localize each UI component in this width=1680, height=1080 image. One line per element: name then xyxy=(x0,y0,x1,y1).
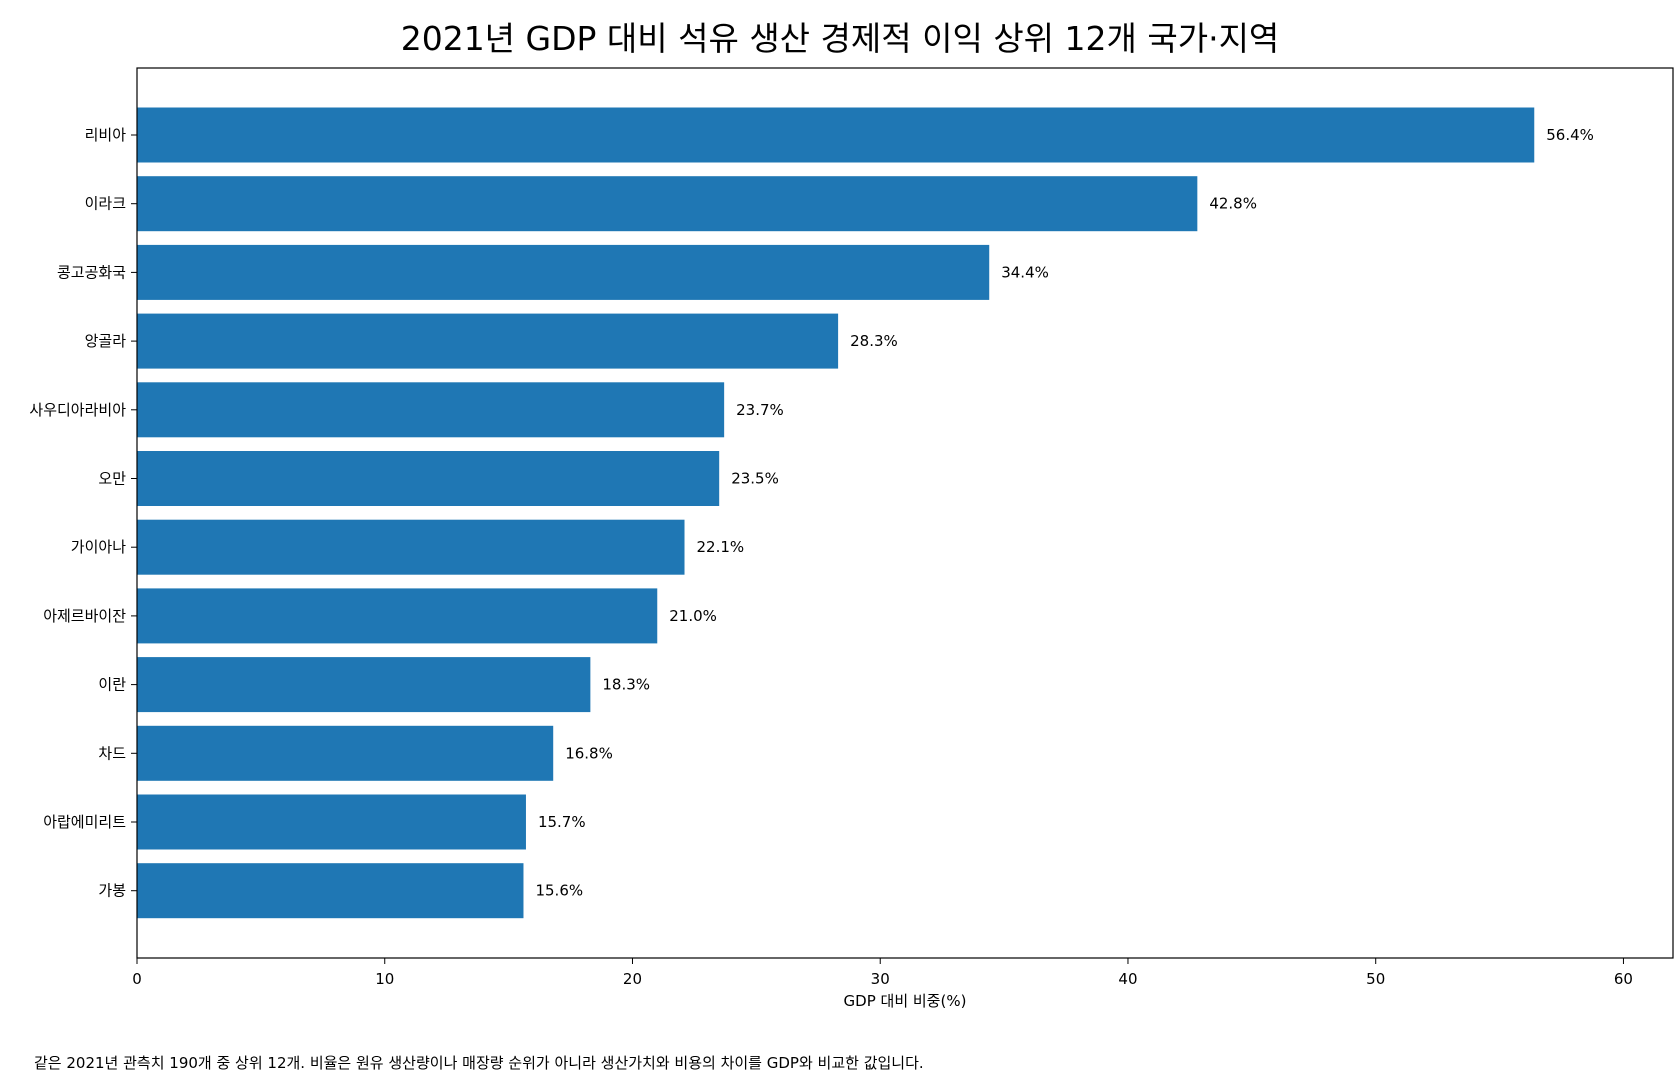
category-label-3: 앙골라 xyxy=(85,332,127,350)
bar-10 xyxy=(137,794,526,850)
y-axis: 리비아이라크콩고공화국앙골라사우디아라비아오만가이아나아제르바이잔이란차드아랍에… xyxy=(29,126,137,900)
data-label-9: 16.8% xyxy=(565,744,613,762)
category-label-5: 오만 xyxy=(98,470,126,488)
category-label-1: 이라크 xyxy=(85,195,126,213)
x-tick-label-6: 60 xyxy=(1614,970,1633,988)
x-tick-label-0: 0 xyxy=(132,970,142,988)
data-label-8: 18.3% xyxy=(602,676,650,694)
data-label-11: 15.6% xyxy=(535,882,583,900)
category-label-0: 리비아 xyxy=(85,126,127,144)
data-label-1: 42.8% xyxy=(1209,195,1257,213)
bars-layer: 56.4% 42.8% 34.4% 28.3% 23.7% 23.5% 22.1% 21.0%… xyxy=(137,107,1594,919)
data-label-6: 22.1% xyxy=(697,538,745,556)
plot-frame xyxy=(136,67,1674,959)
bar-4 xyxy=(137,382,725,438)
category-label-4: 사우디아라비아 xyxy=(29,401,126,419)
bar-2 xyxy=(137,244,990,300)
bar-11 xyxy=(137,863,524,919)
bar-6 xyxy=(137,519,685,575)
bar-5 xyxy=(137,451,720,506)
x-tick-label-4: 40 xyxy=(1118,970,1137,988)
data-label-10: 15.7% xyxy=(538,813,586,831)
data-label-4: 23.7% xyxy=(736,401,784,419)
bar-9 xyxy=(137,725,554,781)
category-label-2: 콩고공화국 xyxy=(57,263,126,281)
chart-note: 같은 2021년 관측치 190개 중 상위 12개. 비율은 원유 생산량이나… xyxy=(34,1054,924,1072)
x-tick-label-1: 10 xyxy=(375,970,394,988)
category-label-7: 아제르바이잔 xyxy=(43,607,126,625)
bar-0 xyxy=(137,107,1535,163)
bar-3 xyxy=(137,313,839,369)
data-label-7: 21.0% xyxy=(669,607,717,625)
bar-8 xyxy=(137,657,591,713)
category-label-10: 아랍에미리트 xyxy=(43,813,126,831)
category-label-11: 가봉 xyxy=(98,882,126,900)
data-label-3: 28.3% xyxy=(850,332,898,350)
x-tick-label-2: 20 xyxy=(623,970,642,988)
data-label-5: 23.5% xyxy=(731,470,779,488)
data-label-0: 56.4% xyxy=(1546,126,1594,144)
bar-7 xyxy=(137,588,658,644)
x-axis-label: GDP 대비 비중(%) xyxy=(844,992,967,1010)
category-label-6: 가이아나 xyxy=(71,538,126,556)
x-tick-label-5: 50 xyxy=(1366,970,1385,988)
x-axis: 0 10 20 30 40 50 60 xyxy=(132,958,1633,988)
data-label-2: 34.4% xyxy=(1001,263,1049,281)
category-label-9: 차드 xyxy=(98,744,126,762)
chart-title: 2021년 GDP 대비 석유 생산 경제적 이익 상위 12개 국가·지역 xyxy=(400,19,1280,58)
category-label-8: 이란 xyxy=(98,676,126,694)
x-tick-label-3: 30 xyxy=(871,970,890,988)
bar-1 xyxy=(137,176,1198,232)
